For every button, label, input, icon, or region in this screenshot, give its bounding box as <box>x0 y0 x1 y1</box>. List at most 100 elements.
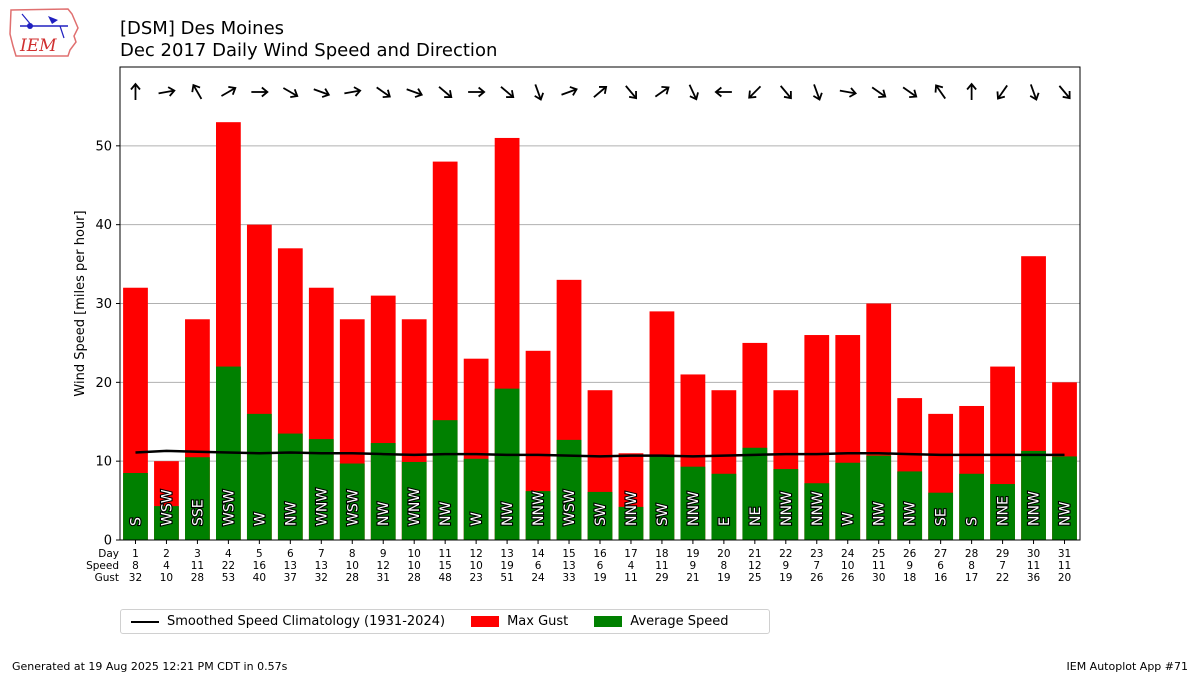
wind-arrow-icon <box>282 87 299 99</box>
gust-value-label: 48 <box>438 572 451 584</box>
speed-bar <box>742 447 768 540</box>
gust-value-label: 26 <box>810 572 824 584</box>
iem-logo: IEM <box>8 6 82 64</box>
gust-value-label: 51 <box>500 572 513 584</box>
arrow-shaft <box>935 85 946 100</box>
day-label: 22 <box>779 548 792 560</box>
y-tick-label: 40 <box>95 218 112 233</box>
day-label: 16 <box>593 548 607 560</box>
speed-bar <box>463 458 489 540</box>
speed-value-label: 6 <box>535 560 542 572</box>
arrow-shaft <box>344 89 360 95</box>
wind-arrow-icon <box>313 88 331 98</box>
wind-arrow-icon <box>625 85 638 100</box>
wind-arrow-icon <box>966 82 977 100</box>
arrow-head <box>478 86 486 98</box>
day-label: 23 <box>810 548 823 560</box>
speed-bar <box>246 413 272 540</box>
logo-text: IEM <box>19 36 57 56</box>
gust-value-label: 10 <box>160 572 173 584</box>
y-tick-label: 30 <box>95 297 112 312</box>
arrow-shaft <box>376 86 390 97</box>
speed-value-label: 11 <box>872 560 885 572</box>
direction-label: NW <box>872 502 888 526</box>
direction-label: S <box>128 517 144 526</box>
wind-arrow-icon <box>871 86 887 99</box>
direction-label: E <box>717 517 733 526</box>
day-label: 30 <box>1027 548 1040 560</box>
day-label: 10 <box>408 548 421 560</box>
speed-value-label: 13 <box>562 560 575 572</box>
wind-arrow-icon <box>812 84 823 101</box>
speed-value-label: 8 <box>968 560 975 572</box>
speed-bar <box>494 388 520 540</box>
wind-arrow-icon <box>406 88 424 98</box>
legend-swatch-speed <box>594 616 623 627</box>
wind-arrow-icon <box>1058 85 1071 100</box>
gust-value-label: 29 <box>655 572 668 584</box>
speed-value-label: 10 <box>841 560 854 572</box>
speed-value-label: 13 <box>315 560 328 572</box>
arrow-shaft <box>902 86 916 97</box>
row-label: Speed <box>86 560 119 572</box>
gust-value-label: 23 <box>469 572 482 584</box>
y-tick-label: 10 <box>95 455 112 470</box>
legend-item-climatology: Smoothed Speed Climatology (1931-2024) <box>131 614 445 629</box>
speed-value-label: 12 <box>377 560 390 572</box>
arrow-head <box>934 84 944 93</box>
arrow-shaft <box>1029 84 1037 99</box>
gust-value-label: 30 <box>872 572 885 584</box>
wind-arrow-icon <box>934 84 946 100</box>
speed-bar <box>154 506 179 540</box>
legend-item-speed: Average Speed <box>594 614 729 629</box>
speed-value-label: 8 <box>132 560 139 572</box>
arrow-shaft <box>282 87 297 97</box>
arrow-head <box>714 86 722 98</box>
gust-value-label: 33 <box>562 572 575 584</box>
speed-bar <box>959 473 984 540</box>
direction-label: SW <box>655 503 671 526</box>
day-label: 31 <box>1058 548 1071 560</box>
wind-arrow-icon <box>534 84 544 101</box>
direction-label: WSW <box>221 489 237 526</box>
arrow-shaft <box>221 87 235 97</box>
wind-arrow-icon <box>688 84 699 101</box>
arrow-head <box>506 89 515 99</box>
chart-title: [DSM] Des Moines <box>120 18 285 39</box>
gust-value-label: 28 <box>346 572 359 584</box>
direction-label: S <box>965 517 981 526</box>
day-label: 19 <box>686 548 699 560</box>
speed-bar <box>711 473 737 540</box>
direction-label: W <box>469 512 485 526</box>
direction-label: WSW <box>159 489 175 526</box>
arrow-shaft <box>625 85 637 98</box>
arrow-head <box>848 87 858 98</box>
arrow-head <box>1029 92 1040 101</box>
wind-arrow-icon <box>714 86 732 98</box>
arrow-head <box>290 89 299 99</box>
direction-label: W <box>252 512 268 526</box>
speed-value-label: 12 <box>748 560 761 572</box>
direction-label: NNW <box>686 491 702 526</box>
speed-bar <box>339 463 365 540</box>
direction-label: NNW <box>779 491 795 526</box>
gust-value-label: 20 <box>1058 572 1071 584</box>
speed-value-label: 11 <box>655 560 668 572</box>
direction-label: NNW <box>624 491 640 526</box>
arrow-shaft <box>839 89 855 95</box>
speed-value-label: 10 <box>408 560 421 572</box>
day-label: 28 <box>965 548 978 560</box>
direction-label: NNW <box>531 491 547 526</box>
climatology-series-line <box>135 449 1065 458</box>
arrow-head <box>261 86 269 98</box>
arrow-head <box>966 82 977 91</box>
gust-value-label: 36 <box>1027 572 1041 584</box>
speed-bar <box>123 472 148 540</box>
y-tick-label: 20 <box>95 376 112 391</box>
day-label: 17 <box>624 548 637 560</box>
speed-bar <box>401 461 427 540</box>
gust-value-label: 40 <box>253 572 266 584</box>
speed-value-label: 9 <box>782 560 789 572</box>
arrow-shaft <box>871 86 885 97</box>
